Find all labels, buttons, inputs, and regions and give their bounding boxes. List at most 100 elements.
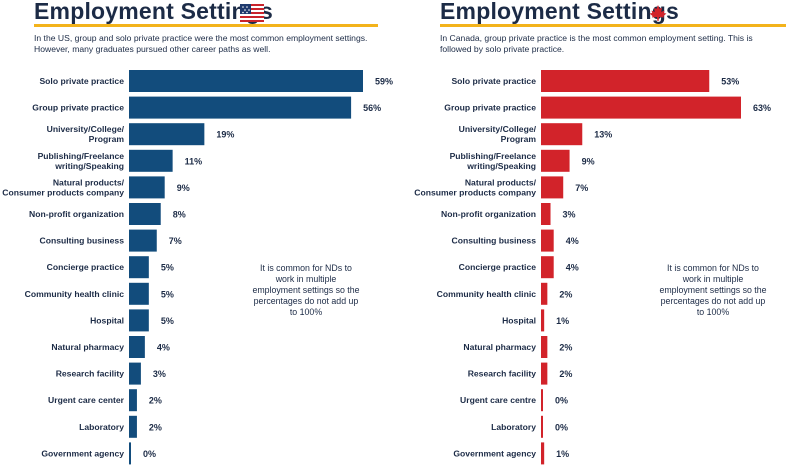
ca-bar-9 bbox=[541, 309, 545, 332]
us-category-label-7: Concierge practice bbox=[47, 262, 125, 272]
ca-value-label-8: 2% bbox=[559, 289, 572, 299]
us-value-label-1: 56% bbox=[363, 103, 381, 113]
us-value-label-14: 0% bbox=[143, 449, 156, 459]
us-value-label-3: 11% bbox=[185, 156, 203, 166]
ca-value-label-5: 3% bbox=[563, 210, 576, 220]
ca-value-label-3: 9% bbox=[582, 156, 595, 166]
us-category-label-2: University/College/Program bbox=[47, 124, 125, 144]
us-value-label-0: 59% bbox=[375, 77, 393, 87]
us-value-label-6: 7% bbox=[169, 236, 182, 246]
ca-bar-chart: Solo private practice 53% Group private pr… bbox=[414, 70, 771, 465]
us-category-label-0: Solo private practice bbox=[39, 76, 124, 86]
ca-bar-5 bbox=[541, 203, 551, 225]
ca-bar-12 bbox=[541, 389, 543, 412]
ca-category-label-12: Urgent care centre bbox=[460, 395, 536, 405]
ca-category-label-1: Group private practice bbox=[444, 103, 536, 113]
ca-footnote: It is common for NDs to work in multiple… bbox=[659, 263, 767, 317]
ca-category-label-14: Government agency bbox=[453, 448, 536, 458]
us-bar-13 bbox=[129, 415, 137, 438]
ca-value-label-14: 1% bbox=[556, 449, 569, 459]
us-category-label-8: Community health clinic bbox=[25, 289, 125, 299]
maple-leaf-icon bbox=[649, 5, 667, 21]
us-bar-14 bbox=[129, 442, 131, 465]
ca-bar-6 bbox=[541, 229, 554, 252]
ca-bar-1 bbox=[541, 96, 741, 119]
us-panel: Employment Settings In the US, group and… bbox=[2, 0, 393, 465]
ca-bar-13 bbox=[541, 415, 543, 438]
us-footnote: It is common for NDs to work in multiple… bbox=[252, 263, 360, 317]
ca-value-label-1: 63% bbox=[753, 103, 771, 113]
us-title-rule bbox=[34, 24, 378, 27]
ca-panel: Employment Settings In Canada, group pri… bbox=[400, 0, 800, 466]
us-bar-12 bbox=[129, 389, 137, 412]
ca-category-label-11: Research facility bbox=[468, 369, 537, 379]
ca-value-label-6: 4% bbox=[566, 236, 579, 246]
us-category-label-4: Natural products/Consumer products compa… bbox=[2, 177, 124, 197]
ca-value-label-11: 2% bbox=[559, 369, 572, 379]
ca-category-label-7: Concierge practice bbox=[459, 262, 537, 272]
ca-title-rule bbox=[440, 24, 786, 27]
ca-value-label-7: 4% bbox=[566, 263, 579, 273]
ca-category-label-6: Consulting business bbox=[451, 236, 536, 246]
ca-value-label-0: 53% bbox=[721, 77, 739, 87]
ca-value-label-2: 13% bbox=[594, 130, 612, 140]
us-value-label-4: 9% bbox=[177, 183, 190, 193]
us-value-label-10: 4% bbox=[157, 343, 170, 353]
us-category-label-9: Hospital bbox=[90, 315, 124, 325]
us-value-label-8: 5% bbox=[161, 289, 174, 299]
us-bar-0 bbox=[129, 70, 363, 92]
us-bar-3 bbox=[129, 149, 173, 172]
us-category-label-6: Consulting business bbox=[39, 236, 124, 246]
us-bar-2 bbox=[129, 123, 205, 146]
ca-bar-8 bbox=[541, 282, 548, 305]
ca-bar-11 bbox=[541, 362, 548, 385]
us-bar-1 bbox=[129, 96, 352, 119]
us-value-label-11: 3% bbox=[153, 369, 166, 379]
ca-category-label-10: Natural pharmacy bbox=[463, 342, 536, 352]
ca-category-label-8: Community health clinic bbox=[437, 289, 537, 299]
us-category-label-5: Non-profit organization bbox=[29, 209, 124, 219]
ca-category-label-3: Publishing/Freelance writing/Speaking bbox=[450, 151, 537, 171]
us-category-label-3: Publishing/Freelance writing/Speaking bbox=[38, 151, 125, 171]
us-subtitle: In the US, group and solo private practi… bbox=[34, 33, 368, 54]
ca-category-label-9: Hospital bbox=[502, 315, 536, 325]
ca-category-label-4: Natural products/Consumer products compa… bbox=[414, 177, 536, 197]
us-bar-8 bbox=[129, 282, 149, 305]
ca-category-label-13: Laboratory bbox=[491, 422, 536, 432]
ca-value-label-10: 2% bbox=[559, 343, 572, 353]
ca-bar-2 bbox=[541, 123, 583, 146]
ca-bar-3 bbox=[541, 149, 570, 172]
ca-bar-10 bbox=[541, 336, 548, 358]
ca-bar-0 bbox=[541, 70, 710, 92]
us-value-label-5: 8% bbox=[173, 210, 186, 220]
us-bar-4 bbox=[129, 176, 165, 199]
us-value-label-9: 5% bbox=[161, 316, 174, 326]
us-bar-chart: Solo private practice 59% Group private pr… bbox=[2, 70, 393, 465]
us-category-label-14: Government agency bbox=[41, 448, 124, 458]
us-flag-icon bbox=[240, 4, 264, 22]
us-value-label-2: 19% bbox=[216, 130, 234, 140]
ca-subtitle: In Canada, group private practice is the… bbox=[440, 33, 753, 54]
us-bar-11 bbox=[129, 362, 141, 385]
us-value-label-13: 2% bbox=[149, 422, 162, 432]
us-value-label-7: 5% bbox=[161, 263, 174, 273]
ca-value-label-4: 7% bbox=[575, 183, 588, 193]
ca-bar-4 bbox=[541, 176, 564, 199]
ca-title: Employment Settings bbox=[440, 0, 679, 24]
us-bar-10 bbox=[129, 336, 145, 358]
ca-category-label-5: Non-profit organization bbox=[441, 209, 536, 219]
us-value-label-12: 2% bbox=[149, 396, 162, 406]
us-bar-7 bbox=[129, 256, 149, 279]
ca-value-label-12: 0% bbox=[555, 396, 568, 406]
us-bar-9 bbox=[129, 309, 149, 332]
us-bar-6 bbox=[129, 229, 157, 252]
us-title: Employment Settings bbox=[34, 0, 273, 24]
us-category-label-13: Laboratory bbox=[79, 422, 124, 432]
ca-bar-7 bbox=[541, 256, 554, 279]
us-bar-5 bbox=[129, 203, 161, 225]
ca-value-label-9: 1% bbox=[556, 316, 569, 326]
us-category-label-11: Research facility bbox=[56, 369, 125, 379]
ca-value-label-13: 0% bbox=[555, 422, 568, 432]
ca-category-label-0: Solo private practice bbox=[451, 76, 536, 86]
us-category-label-1: Group private practice bbox=[32, 103, 124, 113]
